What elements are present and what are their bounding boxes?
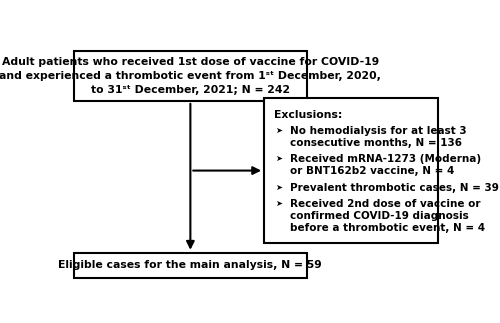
Text: to 31ˢᵗ December, 2021; N = 242: to 31ˢᵗ December, 2021; N = 242 <box>91 85 290 95</box>
Text: ➤: ➤ <box>275 126 282 135</box>
Text: Received mRNA-1273 (Moderna): Received mRNA-1273 (Moderna) <box>290 154 482 164</box>
Text: or BNT162b2 vaccine, N = 4: or BNT162b2 vaccine, N = 4 <box>290 166 454 176</box>
Text: Adult patients who received 1st dose of vaccine for COVID-19: Adult patients who received 1st dose of … <box>2 57 379 68</box>
Text: Eligible cases for the main analysis, N = 59: Eligible cases for the main analysis, N … <box>58 260 322 270</box>
Text: Exclusions:: Exclusions: <box>274 109 342 120</box>
Text: ➤: ➤ <box>275 199 282 208</box>
Text: and experienced a thrombotic event from 1ˢᵗ December, 2020,: and experienced a thrombotic event from … <box>0 71 382 81</box>
Text: ➤: ➤ <box>275 154 282 163</box>
Text: consecutive months, N = 136: consecutive months, N = 136 <box>290 138 462 148</box>
Text: ➤: ➤ <box>275 182 282 192</box>
Text: confirmed COVID-19 diagnosis: confirmed COVID-19 diagnosis <box>290 211 469 221</box>
Text: Received 2nd dose of vaccine or: Received 2nd dose of vaccine or <box>290 199 481 209</box>
Bar <box>264 99 438 243</box>
Bar <box>74 253 306 277</box>
Text: No hemodialysis for at least 3: No hemodialysis for at least 3 <box>290 126 467 136</box>
Bar <box>74 51 306 101</box>
Text: Prevalent thrombotic cases, N = 39: Prevalent thrombotic cases, N = 39 <box>290 182 499 193</box>
Text: before a thrombotic event, N = 4: before a thrombotic event, N = 4 <box>290 223 486 233</box>
